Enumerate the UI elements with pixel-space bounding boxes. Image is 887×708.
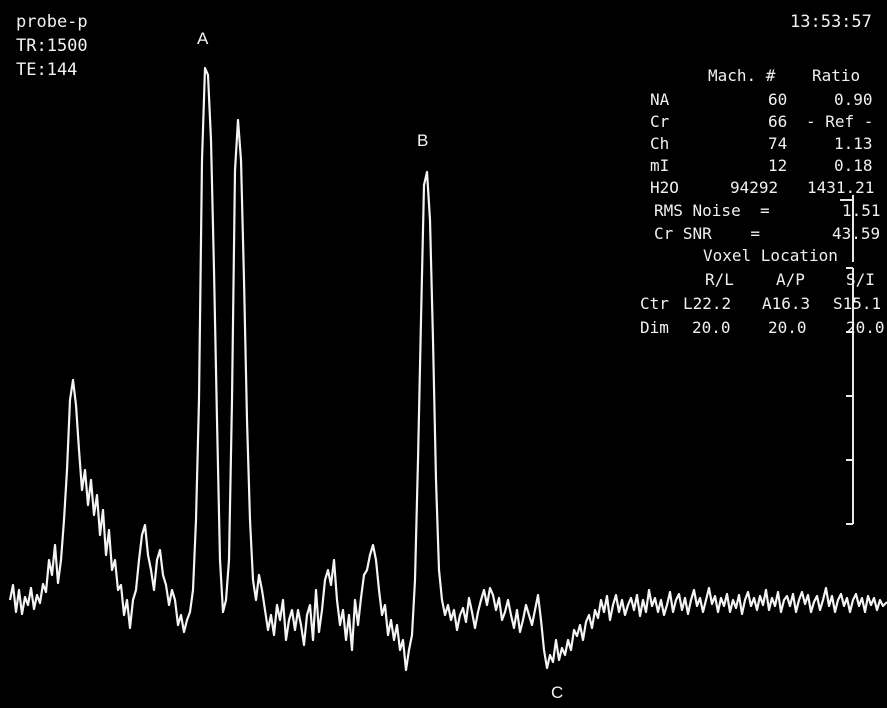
row-name: H2O bbox=[650, 178, 679, 197]
row-ratio: 1431.21 bbox=[807, 178, 875, 197]
voxel-title: Voxel Location bbox=[703, 246, 838, 265]
cr-snr-value: 43.59 bbox=[832, 224, 881, 243]
row-name: mI bbox=[650, 156, 670, 175]
voxel-ctr-si: S15.1 bbox=[833, 294, 882, 313]
row-mach: 74 bbox=[768, 134, 788, 153]
spectrum-trace bbox=[8, 66, 887, 672]
col-mach-header: Mach. # bbox=[708, 66, 776, 85]
row-ratio: 0.18 bbox=[834, 156, 873, 175]
peak-label-b: B bbox=[417, 131, 429, 150]
tr-value: TR:1500 bbox=[16, 36, 88, 56]
scale-bar bbox=[840, 195, 854, 525]
row-name: Cr bbox=[650, 112, 670, 131]
voxel-col-rl: R/L bbox=[705, 270, 734, 289]
row-name: NA bbox=[650, 90, 670, 109]
row-ratio: 1.13 bbox=[834, 134, 873, 153]
row-mach: 60 bbox=[768, 90, 788, 109]
sequence-name: probe-p bbox=[16, 12, 88, 32]
rms-noise-label: RMS Noise = bbox=[654, 201, 770, 220]
voxel-dim-label: Dim bbox=[640, 318, 669, 337]
voxel-dim-si: 20.0 bbox=[846, 318, 885, 337]
peak-label-a: A bbox=[197, 29, 209, 48]
time-display: 13:53:57 bbox=[790, 12, 872, 32]
voxel-dim-rl: 20.0 bbox=[692, 318, 731, 337]
te-value: TE:144 bbox=[16, 60, 78, 80]
row-mach: 66 bbox=[768, 112, 788, 131]
row-ratio: - Ref - bbox=[806, 112, 874, 131]
voxel-ctr-ap: A16.3 bbox=[762, 294, 811, 313]
peak-label-c: C bbox=[551, 683, 564, 702]
voxel-col-ap: A/P bbox=[776, 270, 805, 289]
voxel-ctr-label: Ctr bbox=[640, 294, 669, 313]
row-name: Ch bbox=[650, 134, 670, 153]
row-mach: 94292 bbox=[730, 178, 779, 197]
voxel-dim-ap: 20.0 bbox=[768, 318, 807, 337]
voxel-ctr-rl: L22.2 bbox=[683, 294, 732, 313]
rms-noise-value: 1.51 bbox=[842, 201, 881, 220]
col-ratio-header: Ratio bbox=[812, 66, 861, 85]
voxel-col-si: S/I bbox=[846, 270, 875, 289]
row-ratio: 0.90 bbox=[834, 90, 873, 109]
row-mach: 12 bbox=[768, 156, 788, 175]
cr-snr-label: Cr SNR = bbox=[654, 224, 760, 243]
